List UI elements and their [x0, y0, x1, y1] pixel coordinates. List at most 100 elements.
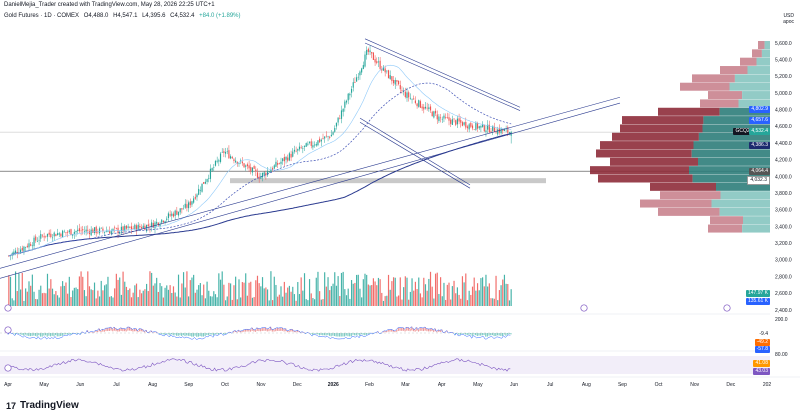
macd-histogram-bar — [26, 333, 28, 336]
candle-body — [90, 229, 92, 236]
candle-body — [140, 227, 143, 229]
macd-histogram-bar — [244, 329, 247, 332]
volume-bar — [433, 298, 435, 306]
macd-histogram-bar — [335, 333, 337, 337]
candle-body — [95, 226, 97, 234]
volume-bar — [245, 273, 247, 306]
macd-histogram-bar — [286, 330, 289, 333]
macd-histogram-bar — [429, 328, 431, 332]
volume-bar — [230, 283, 232, 306]
candle-body — [51, 237, 54, 239]
candle-body — [419, 101, 422, 108]
candle-body — [45, 235, 47, 237]
volume-bar — [167, 289, 170, 306]
candle-body — [275, 161, 277, 167]
volume-bar — [233, 285, 235, 306]
currency-label[interactable]: USD apoc — [783, 13, 794, 25]
symbol-name[interactable]: Gold Futures · 1D · COMEX — [4, 13, 80, 19]
macd-histogram-bar — [281, 327, 284, 331]
macd-histogram-bar — [189, 333, 191, 336]
candle-body — [461, 122, 464, 126]
candle-body — [465, 121, 467, 128]
ohlc-low: L4,395.6 — [142, 13, 166, 19]
volume-bar — [431, 286, 433, 306]
volume-bar — [67, 293, 69, 306]
volume-bar — [176, 296, 178, 306]
candle-body — [371, 52, 373, 54]
volume-bar — [95, 298, 97, 306]
macd-histogram-bar — [352, 333, 354, 335]
macd-histogram-bar — [475, 333, 477, 336]
volume-bar — [455, 293, 457, 306]
volume-bar — [357, 274, 359, 306]
tradingview-logo[interactable]: 17 TradingView — [6, 400, 79, 411]
macd-histogram-bar — [431, 328, 433, 332]
macd-histogram-bar — [44, 333, 47, 336]
volume-profile-sell — [622, 116, 704, 125]
volume-bar — [98, 296, 101, 306]
macd-histogram-bar — [278, 328, 280, 332]
candle-body — [85, 229, 87, 232]
candle-body — [429, 106, 432, 111]
candle-body — [399, 85, 401, 90]
rsi-axis-label: 80.00 — [775, 352, 788, 358]
candle-body — [314, 144, 316, 146]
volume-bar — [352, 283, 354, 306]
volume-bar — [428, 278, 430, 306]
volume-bar — [505, 283, 507, 306]
volume-bar — [394, 277, 396, 306]
price-axis-label: 3,200.0 — [775, 241, 792, 247]
candle-body — [293, 149, 296, 152]
volume-profile-sell — [720, 66, 748, 75]
volume-bar — [483, 286, 485, 306]
volume-bar — [132, 292, 134, 306]
macd-histogram-bar — [38, 333, 40, 336]
candle-body — [379, 60, 381, 69]
candle-body — [238, 163, 240, 164]
event-marker-icon — [4, 326, 12, 334]
macd-histogram-bar — [266, 328, 268, 332]
volume-bar — [208, 290, 210, 306]
candle-body — [105, 231, 107, 232]
macd-histogram-bar — [276, 327, 278, 331]
candle-body — [261, 172, 264, 178]
candle-body — [110, 230, 112, 235]
candle-body — [53, 232, 55, 237]
currency-code: USD — [783, 13, 794, 19]
macd-histogram-bar — [315, 333, 317, 335]
price-axis-label: 3,000.0 — [775, 258, 792, 264]
macd-histogram-bar — [144, 331, 146, 333]
macd-histogram-bar — [28, 333, 30, 336]
volume-bar — [421, 297, 423, 306]
volume-bar — [424, 284, 427, 306]
macd-histogram-bar — [439, 330, 441, 332]
candle-body — [381, 68, 383, 71]
price-axis-label: 3,600.0 — [775, 208, 792, 214]
symbol-legend[interactable]: Gold Futures · 1D · COMEX O4,488.0 H4,54… — [4, 13, 244, 19]
macd-histogram-bar — [184, 333, 186, 337]
macd-histogram-bar — [191, 333, 193, 337]
candle-body — [396, 80, 398, 82]
candle-body — [384, 68, 386, 73]
time-axis-label: Mar — [401, 382, 410, 388]
candle-body — [362, 65, 364, 70]
macd-histogram-bar — [508, 333, 510, 335]
volume-bar — [157, 291, 159, 306]
candle-body — [156, 221, 158, 224]
tradingview-mark-icon: 17 — [6, 400, 17, 411]
macd-histogram-bar — [391, 329, 393, 332]
volume-bar — [497, 300, 499, 306]
candle-body — [68, 230, 70, 233]
candle-body — [70, 229, 72, 236]
candle-body — [315, 143, 317, 146]
volume-bar — [441, 296, 443, 306]
candle-body — [177, 211, 180, 216]
candle-body — [476, 123, 479, 129]
time-axis-label: May — [473, 382, 483, 388]
volume-bar — [43, 292, 45, 306]
volume-profile-sell — [612, 132, 699, 141]
time-axis-label: Sep — [618, 382, 627, 388]
candle-body — [25, 247, 27, 248]
volume-bar — [404, 276, 406, 306]
